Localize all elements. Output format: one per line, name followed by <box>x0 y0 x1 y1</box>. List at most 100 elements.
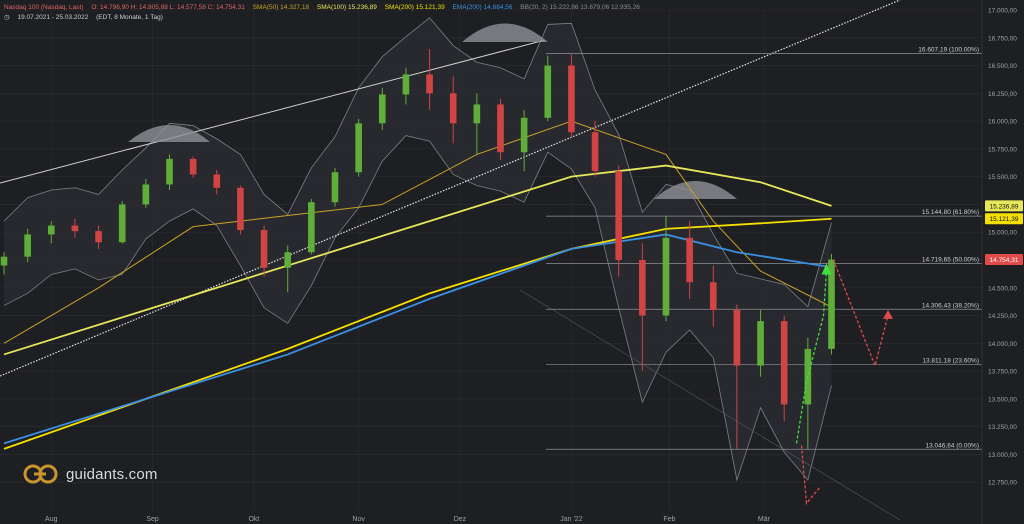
candle-body <box>497 104 504 153</box>
guidants-logo: guidants.com <box>22 462 158 486</box>
projection-arrows <box>795 259 893 505</box>
candle-body <box>71 225 79 232</box>
price-tags: 15.236,89 15.121,39 14.754,31 <box>985 200 1023 266</box>
candle-body <box>189 158 197 175</box>
y-tick-label: 16.500,00 <box>988 63 1017 70</box>
y-tick-label: 14.000,00 <box>988 341 1017 348</box>
candle-body <box>449 93 457 124</box>
instrument-name: Nasdaq 100 (Nasdaq, Last) <box>4 4 84 11</box>
ema200-legend[interactable]: EMA(200) 14.684,56 <box>452 4 513 11</box>
y-tick-label: 12.750,00 <box>988 480 1017 487</box>
y-tick-label: 15.750,00 <box>988 146 1017 153</box>
price-tag-box <box>985 213 1023 225</box>
date-range: 19.07.2021 - 25.03.2022 <box>17 14 89 21</box>
y-tick-label: 14.500,00 <box>988 285 1017 292</box>
candle-body <box>828 259 835 349</box>
candle-body <box>378 94 386 124</box>
fib-label: 14.306,43 (38.20%) <box>922 302 979 309</box>
y-tick-label: 13.500,00 <box>988 396 1017 403</box>
y-tick-label: 14.250,00 <box>988 313 1017 320</box>
price-tag-label: 15.236,89 <box>990 203 1019 210</box>
ohlc-values: O: 14.796,90 H: 14.805,88 L: 14.577,58 C… <box>91 4 245 11</box>
upper-trend-line <box>0 39 546 184</box>
bearish-projection <box>832 259 889 368</box>
y-tick-label: 16.250,00 <box>988 91 1017 98</box>
y-tick-label: 16.000,00 <box>988 119 1017 126</box>
candle-body <box>686 237 693 283</box>
candle-body <box>709 282 717 310</box>
x-tick-label: Okt <box>248 516 259 523</box>
bb-legend[interactable]: BB(20, 2) 15.222,86 13.679,06 12.935,26 <box>520 4 640 11</box>
candle-body <box>308 202 315 253</box>
fib-label: 13.811,18 (23.60%) <box>922 357 979 364</box>
bullish-projection <box>795 271 828 444</box>
price-tag-label: 14.754,31 <box>990 257 1019 264</box>
bollinger-lower <box>3 135 832 482</box>
candle-body <box>733 310 741 366</box>
fib-label: 13.046,64 (0.00%) <box>926 442 979 449</box>
dotted-trend-line <box>0 0 901 377</box>
x-tick-label: Dez <box>454 516 467 523</box>
candle-body <box>426 74 433 94</box>
candle-body <box>284 252 292 268</box>
sma100-legend[interactable]: SMA(100) 15.236,89 <box>316 4 377 11</box>
logo-text: guidants.com <box>66 465 158 483</box>
candlesticks <box>0 48 835 449</box>
candle-body <box>166 158 173 185</box>
fib-label: 14.719,65 (50.00%) <box>922 256 979 263</box>
candle-body <box>639 260 646 316</box>
trend-lines <box>0 0 901 521</box>
candle-body <box>24 234 31 257</box>
y-tick-label: 13.250,00 <box>988 424 1017 431</box>
chart-subheader: ◷ 19.07.2021 - 25.03.2022 (EDT, 8 Monate… <box>4 13 169 21</box>
y-tick-label: 13.000,00 <box>988 452 1017 459</box>
sma200-legend[interactable]: SMA(200) 15.121,39 <box>384 4 445 11</box>
bearish-projection <box>800 445 820 505</box>
x-axis: Aug Sep Okt Nov Dez Jan '22 Feb Mär <box>45 516 771 523</box>
price-tag-label: 15.121,39 <box>990 216 1019 223</box>
candle-body <box>473 104 481 124</box>
channel-line <box>519 289 901 521</box>
candle-body <box>402 74 410 95</box>
y-tick-label: 17.000,00 <box>988 8 1017 15</box>
candle-body <box>118 204 126 243</box>
y-tick-label: 15.500,00 <box>988 174 1017 181</box>
fib-label: 15.144,80 (61.80%) <box>922 209 979 216</box>
y-tick-label: 15.000,00 <box>988 230 1017 237</box>
candle-body <box>544 65 552 118</box>
head-shoulders-marker <box>654 181 737 199</box>
clock-icon: ◷ <box>4 14 10 21</box>
candle-body <box>237 187 244 230</box>
candle-body <box>213 174 221 188</box>
candle-body <box>568 65 575 133</box>
candle-body <box>355 123 362 173</box>
candle-body <box>591 132 599 172</box>
fib-label: 16.607,19 (100.00%) <box>918 47 979 54</box>
x-tick-label: Sep <box>146 516 159 523</box>
price-tag-box <box>985 254 1023 266</box>
candle-body <box>757 321 764 366</box>
guidants-logo-icon <box>23 464 58 484</box>
x-tick-label: Nov <box>352 516 365 523</box>
period-info: (EDT, 8 Monate, 1 Tag) <box>96 14 163 21</box>
ma-line-ema200 <box>3 233 832 445</box>
x-tick-label: Jan '22 <box>560 516 582 523</box>
candle-body <box>47 225 55 235</box>
candle-body <box>331 172 339 203</box>
candle-body <box>142 184 150 205</box>
x-tick-label: Feb <box>663 516 675 523</box>
x-tick-label: Mär <box>758 516 771 523</box>
candle-body <box>0 256 8 266</box>
candle-body <box>662 237 670 316</box>
candle-body <box>615 171 623 260</box>
arrow-head <box>821 263 832 275</box>
head-shoulders-marker <box>462 23 548 42</box>
sma50-legend[interactable]: SMA(50) 14.327,18 <box>252 4 310 11</box>
chart-header: Nasdaq 100 (Nasdaq, Last) O: 14.796,90 H… <box>4 3 646 13</box>
y-tick-label: 16.750,00 <box>988 35 1017 42</box>
candle-body <box>780 321 788 405</box>
candle-body <box>95 231 102 243</box>
fibonacci-levels: 16.607,19 (100.00%) 15.144,80 (61.80%) 14.… <box>546 47 982 450</box>
candle-body <box>520 117 528 153</box>
